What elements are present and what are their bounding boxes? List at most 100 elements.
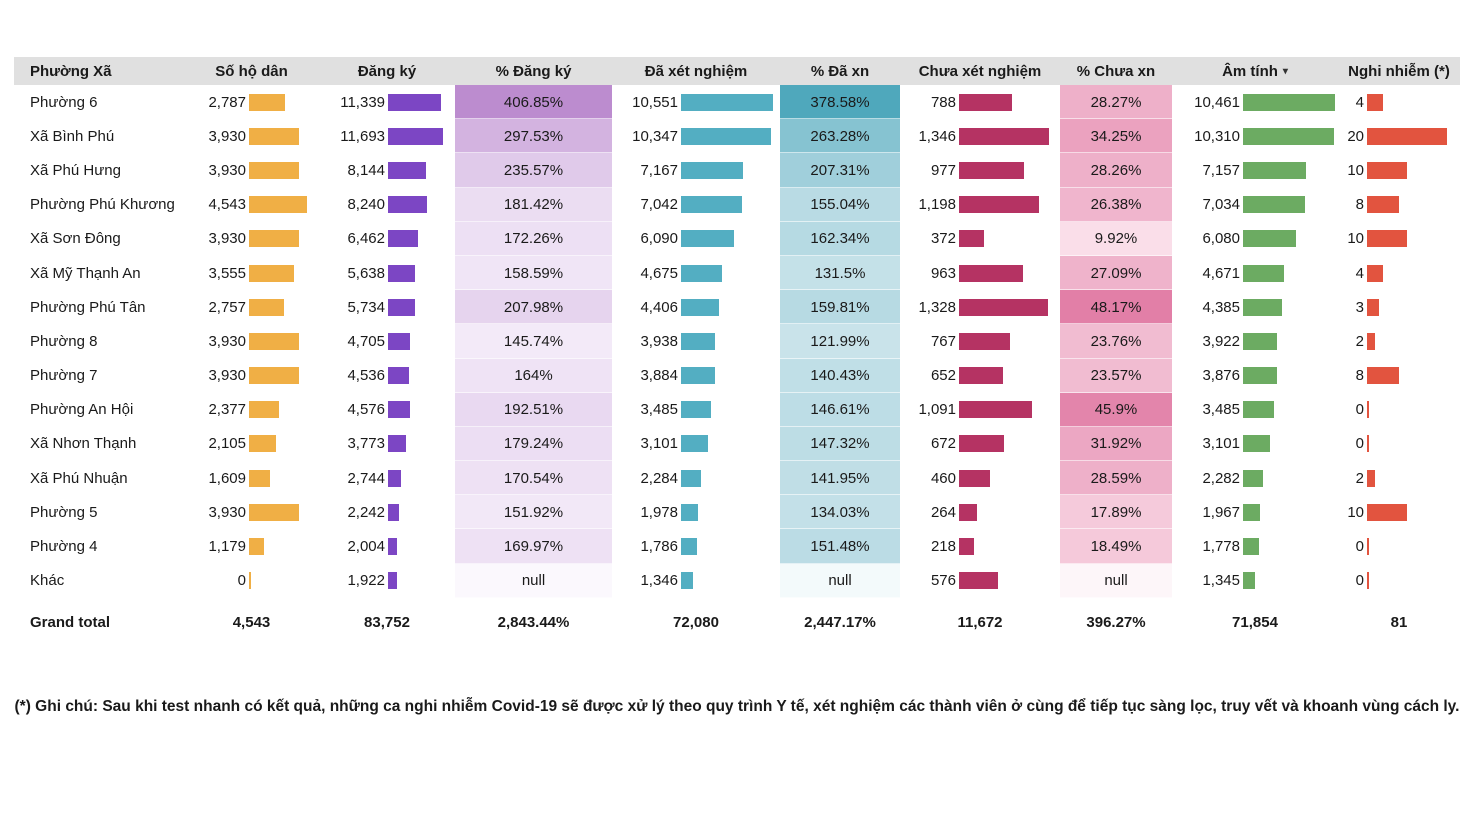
value-bar[interactable]	[959, 469, 990, 487]
column-header-9[interactable]: Nghi nhiễm (*)	[1348, 62, 1450, 80]
value-bar[interactable]	[1243, 332, 1278, 350]
pct-cell[interactable]: 9.92%	[1060, 221, 1172, 256]
value-bar[interactable]	[681, 196, 743, 214]
pct-cell[interactable]: 192.51%	[455, 392, 612, 427]
pct-cell[interactable]: 151.92%	[455, 495, 612, 530]
value-bar[interactable]	[959, 230, 984, 248]
value-bar[interactable]	[959, 127, 1049, 145]
value-bar[interactable]	[388, 332, 411, 350]
pct-cell[interactable]: 31.92%	[1060, 426, 1172, 462]
value-bar[interactable]	[959, 367, 1003, 385]
value-bar[interactable]	[249, 264, 295, 282]
value-bar[interactable]	[388, 469, 401, 487]
value-bar[interactable]	[1367, 230, 1407, 248]
value-bar[interactable]	[959, 264, 1024, 282]
value-bar[interactable]	[1243, 367, 1278, 385]
value-bar[interactable]	[1243, 161, 1306, 179]
value-bar[interactable]	[249, 127, 300, 145]
value-bar[interactable]	[681, 161, 744, 179]
value-bar[interactable]	[959, 161, 1025, 179]
row-label[interactable]: Phường Phú Khương	[30, 196, 175, 214]
value-bar[interactable]	[388, 264, 415, 282]
pct-cell[interactable]: 17.89%	[1060, 495, 1172, 530]
value-bar[interactable]	[249, 298, 285, 316]
value-bar[interactable]	[959, 435, 1004, 453]
pct-cell[interactable]: 164%	[455, 358, 612, 393]
value-bar[interactable]	[681, 503, 699, 521]
pct-cell[interactable]: 146.61%	[780, 392, 900, 427]
value-bar[interactable]	[388, 503, 399, 521]
value-bar[interactable]	[1367, 367, 1399, 385]
value-bar[interactable]	[681, 469, 701, 487]
row-label[interactable]: Phường An Hội	[30, 401, 134, 419]
value-bar[interactable]	[388, 161, 427, 179]
value-bar[interactable]	[1367, 196, 1399, 214]
value-bar[interactable]	[1243, 93, 1335, 111]
pct-cell[interactable]: 141.95%	[780, 461, 900, 496]
pct-cell[interactable]: 45.9%	[1060, 392, 1172, 427]
column-header-5[interactable]: % Đã xn	[810, 62, 870, 80]
pct-cell[interactable]: 263.28%	[780, 119, 900, 154]
pct-cell[interactable]: 145.74%	[455, 324, 612, 359]
column-header-3[interactable]: % Đăng ký	[495, 62, 572, 80]
value-bar[interactable]	[1367, 503, 1407, 521]
pct-cell[interactable]: null	[455, 563, 612, 598]
value-bar[interactable]	[681, 332, 716, 350]
value-bar[interactable]	[1367, 572, 1369, 590]
column-header-6[interactable]: Chưa xét nghiệm	[918, 62, 1042, 80]
value-bar[interactable]	[959, 572, 998, 590]
value-bar[interactable]	[959, 298, 1048, 316]
pct-cell[interactable]: null	[1060, 563, 1172, 598]
value-bar[interactable]	[249, 538, 265, 556]
value-bar[interactable]	[249, 367, 300, 385]
column-header-0[interactable]: Phường Xã	[30, 62, 112, 80]
pct-cell[interactable]: 48.17%	[1060, 290, 1172, 325]
pct-cell[interactable]: 131.5%	[780, 255, 900, 291]
pct-cell[interactable]: 406.85%	[455, 85, 612, 120]
pct-cell[interactable]: 170.54%	[455, 461, 612, 496]
pct-cell[interactable]: 181.42%	[455, 187, 612, 222]
pct-cell[interactable]: 235.57%	[455, 153, 612, 188]
row-label[interactable]: Phường 7	[30, 367, 98, 385]
pct-cell[interactable]: 34.25%	[1060, 119, 1172, 154]
pct-cell[interactable]: 27.09%	[1060, 255, 1172, 291]
value-bar[interactable]	[681, 435, 709, 453]
value-bar[interactable]	[249, 503, 300, 521]
pct-cell[interactable]: 28.59%	[1060, 461, 1172, 496]
value-bar[interactable]	[388, 401, 410, 419]
value-bar[interactable]	[959, 538, 974, 556]
column-header-4[interactable]: Đã xét nghiệm	[644, 62, 748, 80]
pct-cell[interactable]: 140.43%	[780, 358, 900, 393]
value-bar[interactable]	[681, 230, 735, 248]
pct-cell[interactable]: 23.57%	[1060, 358, 1172, 393]
pct-cell[interactable]: 121.99%	[780, 324, 900, 359]
row-label[interactable]: Xã Phú Hưng	[30, 161, 121, 179]
value-bar[interactable]	[1243, 127, 1334, 145]
value-bar[interactable]	[388, 538, 398, 556]
column-header-8[interactable]: Âm tính ▾	[1222, 62, 1288, 80]
value-bar[interactable]	[959, 93, 1012, 111]
value-bar[interactable]	[1243, 298, 1282, 316]
value-bar[interactable]	[1243, 196, 1305, 214]
value-bar[interactable]	[249, 572, 251, 590]
pct-cell[interactable]: 179.24%	[455, 426, 612, 462]
pct-cell[interactable]: 28.27%	[1060, 85, 1172, 120]
value-bar[interactable]	[1367, 435, 1369, 453]
pct-cell[interactable]: 158.59%	[455, 255, 612, 291]
pct-cell[interactable]: 297.53%	[455, 119, 612, 154]
value-bar[interactable]	[681, 401, 712, 419]
value-bar[interactable]	[681, 93, 773, 111]
value-bar[interactable]	[1243, 538, 1259, 556]
value-bar[interactable]	[1243, 572, 1255, 590]
value-bar[interactable]	[959, 401, 1032, 419]
value-bar[interactable]	[249, 332, 300, 350]
value-bar[interactable]	[681, 572, 693, 590]
row-label[interactable]: Phường Phú Tân	[30, 298, 146, 316]
value-bar[interactable]	[1367, 332, 1375, 350]
pct-cell[interactable]: 159.81%	[780, 290, 900, 325]
value-bar[interactable]	[959, 196, 1040, 214]
pct-cell[interactable]: 26.38%	[1060, 187, 1172, 222]
value-bar[interactable]	[1367, 93, 1383, 111]
value-bar[interactable]	[681, 538, 697, 556]
value-bar[interactable]	[388, 230, 419, 248]
